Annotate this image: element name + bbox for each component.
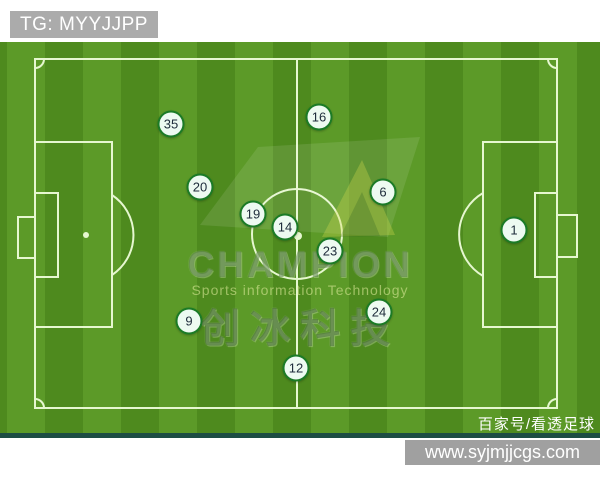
- player-marker-19: 19: [239, 200, 267, 228]
- player-marker-12: 12: [282, 354, 310, 382]
- pitch-markings: [17, 58, 578, 409]
- player-marker-9: 9: [175, 307, 203, 335]
- credit-text: 百家号/看透足球: [477, 416, 595, 433]
- player-marker-6: 6: [369, 178, 397, 206]
- corner-arc: [547, 398, 558, 409]
- corner-arc: [34, 398, 45, 409]
- football-pitch: CHAMPION Sports information Technology 创…: [0, 42, 600, 433]
- corner-arc: [547, 58, 558, 69]
- divider-strip: [0, 433, 600, 438]
- website-url-text: www.syjmjjcgs.com: [424, 442, 580, 462]
- player-marker-14: 14: [271, 213, 299, 241]
- left-penalty-spot: [83, 232, 89, 238]
- player-marker-1: 1: [500, 216, 528, 244]
- player-marker-20: 20: [186, 173, 214, 201]
- player-marker-16: 16: [305, 103, 333, 131]
- player-marker-23: 23: [316, 237, 344, 265]
- website-watermark-bar: www.syjmjjcgs.com: [405, 440, 600, 465]
- player-marker-35: 35: [157, 110, 185, 138]
- tag-watermark-label: TG: MYYJJPP: [10, 11, 158, 38]
- player-markers: 35 16 20 6 19 14 23 1 9 24 12: [0, 42, 600, 433]
- player-marker-24: 24: [365, 298, 393, 326]
- corner-arc: [34, 58, 45, 69]
